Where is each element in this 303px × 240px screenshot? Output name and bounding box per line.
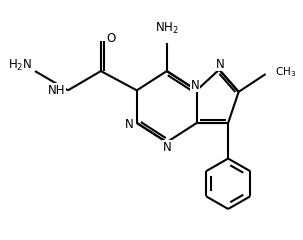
Text: NH$_2$: NH$_2$ xyxy=(155,21,179,36)
Text: N: N xyxy=(125,118,133,131)
Text: N: N xyxy=(191,78,200,91)
Text: CH$_3$: CH$_3$ xyxy=(275,66,296,79)
Text: NH: NH xyxy=(48,84,65,97)
Text: N: N xyxy=(162,141,171,154)
Text: O: O xyxy=(107,32,116,45)
Text: H$_2$N: H$_2$N xyxy=(8,58,32,73)
Text: N: N xyxy=(216,58,225,71)
